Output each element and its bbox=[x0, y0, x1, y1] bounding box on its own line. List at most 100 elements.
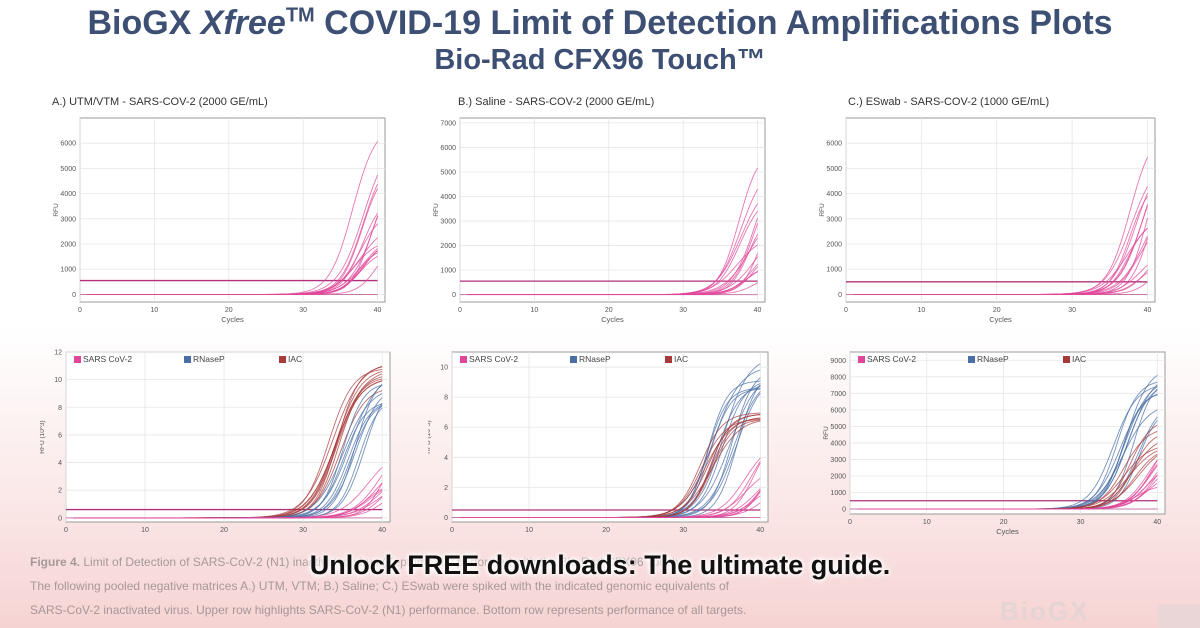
overlay-headline: Unlock FREE downloads: The ultimate guid… bbox=[309, 550, 891, 580]
y-tick-label: 12 bbox=[54, 350, 62, 357]
y-tick-label: 7000 bbox=[440, 120, 456, 127]
legend-swatch-sars bbox=[858, 356, 865, 363]
x-tick-label: 10 bbox=[923, 519, 931, 526]
y-tick-label: 10 bbox=[440, 365, 448, 372]
chart-c-bottom: 0 10 20 30 40 0 1000 2000 3000 4000 5000 6000 7000 80… bbox=[810, 344, 1175, 552]
y-tick-label: 4 bbox=[58, 460, 62, 467]
legend-swatch-sars bbox=[74, 356, 81, 363]
legend-swatch-iac bbox=[1063, 356, 1070, 363]
chart-b-bottom: 0 10 20 30 40 0 2 4 6 8 10 RFU (10^3) SARS CoV-2 RNas… bbox=[428, 344, 780, 534]
plot-area bbox=[459, 117, 766, 303]
y-tick-label: 0 bbox=[842, 507, 846, 514]
y-tick-label: 6 bbox=[444, 425, 448, 432]
amplification-curve bbox=[73, 467, 383, 519]
y-tick-label: 3000 bbox=[830, 457, 846, 464]
legend-label-rnasep: RNaseP bbox=[977, 354, 1009, 364]
y-tick-label: 5000 bbox=[60, 166, 76, 173]
y-tick-label: 8000 bbox=[830, 374, 846, 381]
legend-label-iac: IAC bbox=[288, 354, 302, 364]
y-tick-label: 8 bbox=[58, 405, 62, 412]
amplification-curve bbox=[87, 248, 378, 295]
y-tick-label: 8 bbox=[444, 395, 448, 402]
corner-decoration bbox=[1158, 604, 1200, 628]
x-tick-label: 0 bbox=[458, 307, 462, 314]
y-tick-label: 7000 bbox=[830, 391, 846, 398]
x-axis-label: Cycles bbox=[221, 315, 244, 324]
legend-label-rnasep: RNaseP bbox=[193, 354, 225, 364]
y-tick-label: 5000 bbox=[826, 166, 842, 173]
page-subtitle: Bio-Rad CFX96 Touch™ bbox=[434, 44, 766, 76]
y-axis-label: RFU (10^3) bbox=[428, 420, 432, 453]
y-tick-label: 6 bbox=[58, 432, 62, 439]
x-tick-label: 10 bbox=[141, 527, 149, 534]
y-tick-label: 6000 bbox=[830, 407, 846, 414]
x-tick-label: 40 bbox=[1144, 307, 1152, 314]
amplification-curve bbox=[467, 210, 758, 296]
y-tick-label: 0 bbox=[838, 292, 842, 299]
plot-area bbox=[849, 351, 1166, 515]
chart-c-top: 0 10 20 30 40 0 1000 2000 3000 4000 5000 6000 Cycles… bbox=[810, 112, 1170, 344]
plot-area bbox=[451, 351, 769, 523]
x-tick-label: 30 bbox=[679, 307, 687, 314]
x-tick-label: 30 bbox=[299, 527, 307, 534]
x-tick-label: 0 bbox=[844, 307, 848, 314]
x-tick-label: 40 bbox=[754, 307, 762, 314]
y-tick-label: 0 bbox=[444, 515, 448, 522]
y-tick-label: 3000 bbox=[60, 216, 76, 223]
x-tick-label: 0 bbox=[64, 527, 68, 534]
figure-caption: Figure 4. Limit of Detection of SARS-CoV… bbox=[30, 550, 1130, 622]
legend-label-rnasep: RNaseP bbox=[579, 354, 611, 364]
legend-swatch-rnasep bbox=[570, 356, 577, 363]
y-axis-label: RFU bbox=[819, 203, 826, 217]
legend-swatch-sars bbox=[460, 356, 467, 363]
x-tick-label: 0 bbox=[78, 307, 82, 314]
x-tick-label: 30 bbox=[679, 527, 687, 534]
x-tick-label: 30 bbox=[1068, 307, 1076, 314]
y-tick-label: 2000 bbox=[826, 242, 842, 249]
x-tick-label: 40 bbox=[756, 527, 764, 534]
x-tick-label: 20 bbox=[605, 307, 613, 314]
y-tick-label: 4 bbox=[444, 455, 448, 462]
y-axis-label: RFU (10^3) bbox=[40, 420, 46, 453]
x-tick-label: 20 bbox=[1000, 519, 1008, 526]
x-axis-label: Cycles bbox=[989, 315, 1012, 324]
legend-swatch-rnasep bbox=[184, 356, 191, 363]
x-tick-label: 0 bbox=[450, 527, 454, 534]
x-tick-label: 10 bbox=[150, 307, 158, 314]
caption-line-1: Limit of Detection of SARS-CoV-2 (N1) in… bbox=[80, 555, 683, 569]
y-tick-label: 1000 bbox=[60, 267, 76, 274]
panel-a-title: A.) UTM/VTM - SARS-COV-2 (2000 GE/mL) bbox=[52, 96, 268, 108]
caption-line-3: SARS-CoV-2 inactivated virus. Upper row … bbox=[30, 603, 747, 617]
y-tick-label: 0 bbox=[58, 515, 62, 522]
amplification-curve bbox=[857, 478, 1158, 510]
y-axis-label: RFU bbox=[433, 203, 440, 217]
y-tick-label: 3000 bbox=[440, 219, 456, 226]
y-tick-label: 1000 bbox=[440, 268, 456, 275]
panel-c-title: C.) ESwab - SARS-COV-2 (1000 GE/mL) bbox=[848, 96, 1050, 108]
x-tick-label: 40 bbox=[374, 307, 382, 314]
legend-label-sars: SARS CoV-2 bbox=[867, 354, 916, 364]
caption-figure-label: Figure 4. bbox=[30, 555, 81, 569]
y-tick-label: 0 bbox=[72, 292, 76, 299]
legend-label-sars: SARS CoV-2 bbox=[469, 354, 518, 364]
legend-swatch-iac bbox=[279, 356, 286, 363]
y-tick-label: 6000 bbox=[440, 145, 456, 152]
y-tick-label: 2000 bbox=[830, 473, 846, 480]
x-tick-label: 20 bbox=[220, 527, 228, 534]
legend-swatch-iac bbox=[665, 356, 672, 363]
x-tick-label: 0 bbox=[848, 519, 852, 526]
y-tick-label: 4000 bbox=[440, 194, 456, 201]
y-tick-label: 10 bbox=[54, 377, 62, 384]
chart-a-top: 0 10 20 30 40 0 1000 2000 3000 4000 5000 6000 Cycles… bbox=[40, 112, 400, 344]
chart-a-bottom: 0 10 20 30 40 0 2 4 6 8 10 12 RFU (10^3) SARS CoV-2 RN… bbox=[40, 344, 405, 534]
x-tick-label: 20 bbox=[993, 307, 1001, 314]
biogx-watermark: BioGX bbox=[1000, 596, 1090, 626]
y-tick-label: 6000 bbox=[60, 141, 76, 148]
y-tick-label: 3000 bbox=[826, 216, 842, 223]
y-tick-label: 2 bbox=[58, 488, 62, 495]
x-tick-label: 10 bbox=[530, 307, 538, 314]
x-tick-label: 40 bbox=[378, 527, 386, 534]
y-tick-label: 2 bbox=[444, 485, 448, 492]
y-axis-label: RFU bbox=[53, 203, 60, 217]
